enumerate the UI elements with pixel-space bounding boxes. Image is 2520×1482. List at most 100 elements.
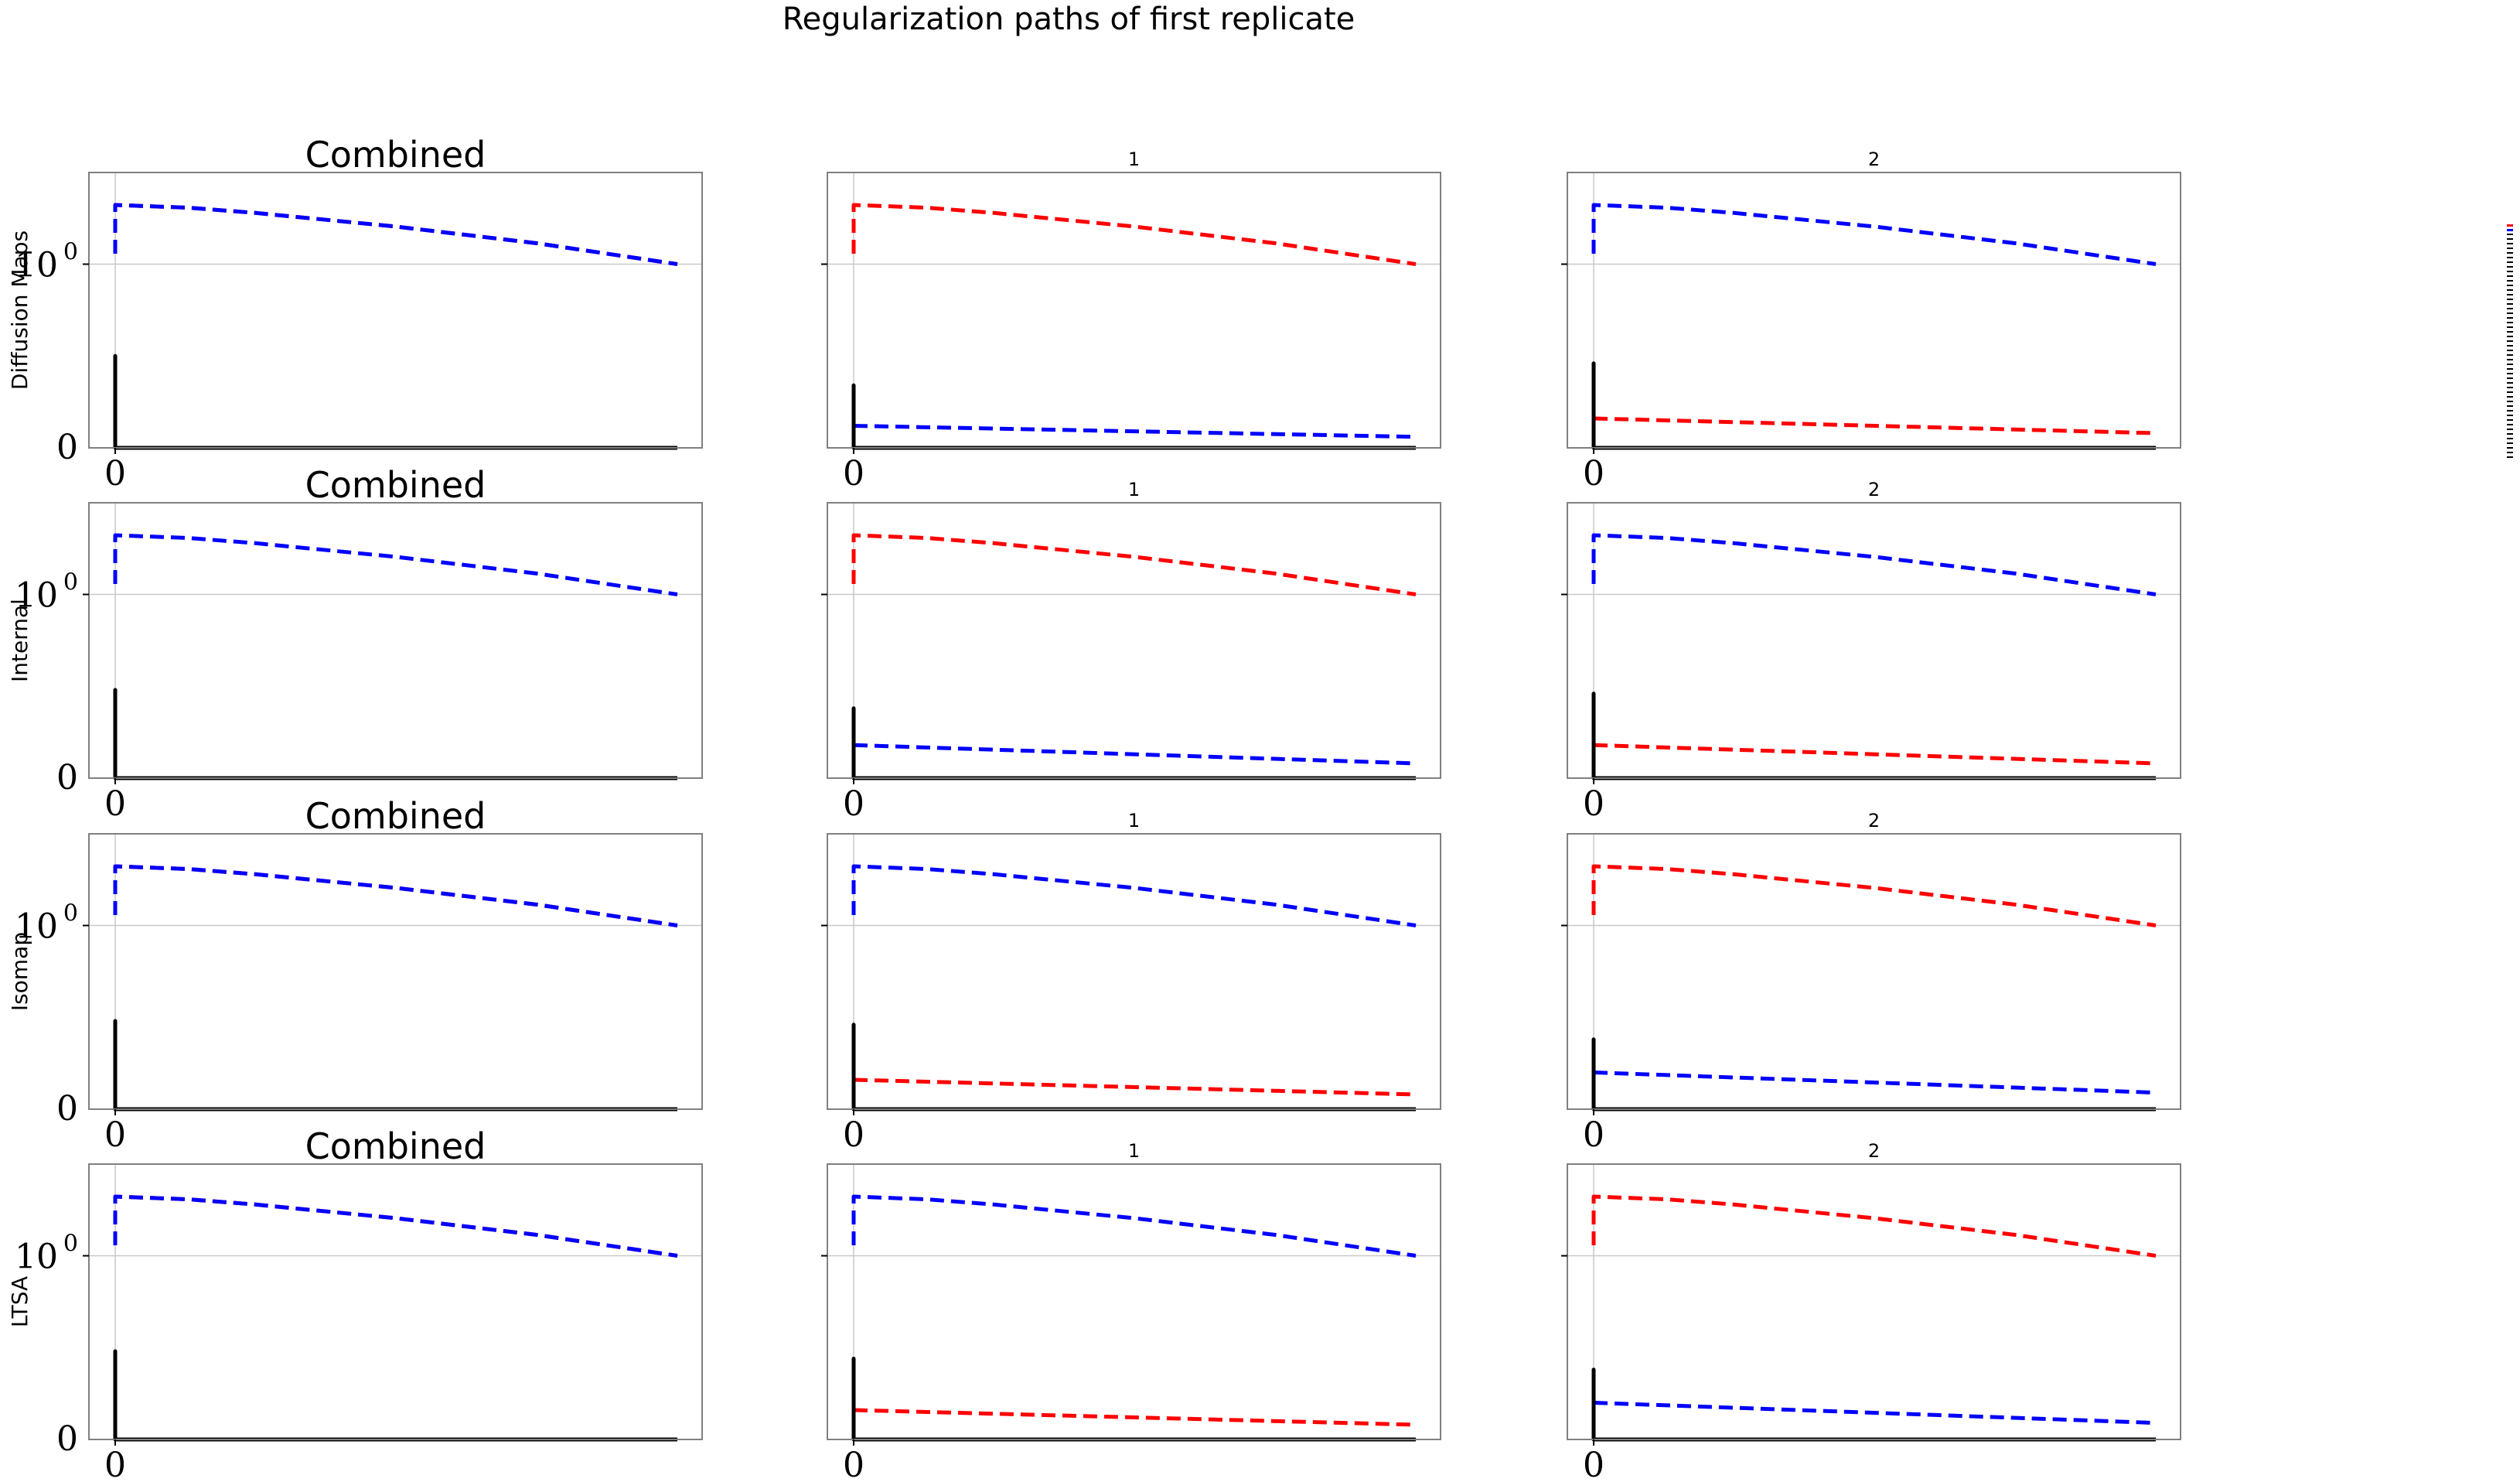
panel-2-1: 01 — [821, 810, 1441, 1155]
panel-0-1: 01 — [821, 149, 1441, 493]
y-tick-label-zero: 0 — [56, 1419, 78, 1459]
x-tick-label: 0 — [104, 1115, 126, 1155]
row-label: LTSA — [7, 1276, 32, 1327]
y-tick-label-one-exponent: 0 — [63, 569, 78, 596]
axes-frame — [827, 172, 1441, 449]
x-tick-label: 0 — [1583, 454, 1604, 493]
legend-swatch-red — [2507, 224, 2513, 227]
row-label: Diffusion Maps — [7, 230, 32, 390]
y-tick-label-one-exponent: 0 — [63, 1231, 78, 1258]
panel-title: Combined — [305, 795, 486, 837]
x-tick-label: 0 — [843, 784, 864, 824]
axes-frame — [88, 833, 703, 1110]
panel-1-2: 02 — [1561, 479, 2181, 824]
series-black-line — [851, 383, 1416, 450]
series-blue-line — [113, 1194, 678, 1258]
x-tick-label: 0 — [104, 784, 126, 824]
series-blue-line — [853, 424, 1417, 439]
y-tick-label-zero: 0 — [56, 428, 78, 467]
series-black-line — [1591, 691, 2156, 780]
x-tick-label: 0 — [104, 454, 126, 493]
x-tick-label: 0 — [104, 1446, 126, 1482]
axes-frame — [1567, 502, 2181, 779]
x-tick-label: 0 — [843, 1446, 864, 1482]
panel-title: Combined — [305, 464, 486, 506]
panel-0-2: 02 — [1561, 149, 2181, 493]
series-black-line — [851, 706, 1416, 780]
series-red-line — [113, 864, 678, 927]
panel-title: 1 — [1128, 1140, 1140, 1162]
axes-frame — [1567, 172, 2181, 449]
series-red-line — [1591, 864, 2157, 927]
y-tick-label-one-exponent: 0 — [63, 239, 78, 266]
panel-title: 2 — [1868, 479, 1880, 500]
series-black-line — [113, 1019, 677, 1112]
series-black-line — [1591, 361, 2156, 450]
y-tick-label-one: 10 — [15, 1238, 58, 1277]
panel-title: 1 — [1128, 479, 1140, 500]
series-red-line — [851, 533, 1417, 596]
x-tick-label: 0 — [843, 1115, 864, 1155]
series-blue-line — [113, 533, 678, 596]
panel-title: Combined — [305, 134, 486, 176]
y-tick-label-one: 10 — [15, 246, 58, 285]
axes-frame — [88, 1163, 703, 1440]
panel-3-1: 01 — [821, 1140, 1441, 1482]
series-black-line — [851, 1023, 1416, 1112]
axes-frame — [1567, 833, 2181, 1110]
series-blue-line — [1593, 1401, 2157, 1426]
x-tick-label: 0 — [1583, 1115, 1604, 1155]
x-tick-label: 0 — [1583, 1446, 1604, 1482]
series-red-line — [853, 1077, 1417, 1097]
series-black-line — [113, 1349, 677, 1442]
series-red-line — [1593, 743, 2157, 766]
series-red-line — [113, 203, 678, 266]
panel-2-2: 02 — [1561, 810, 2181, 1155]
y-tick-label-zero: 0 — [56, 1089, 78, 1129]
panel-1-1: 01 — [821, 479, 1441, 824]
series-blue-line — [1593, 1071, 2157, 1095]
axes-frame — [88, 502, 703, 779]
x-tick-label: 0 — [843, 454, 864, 493]
series-red-line — [1593, 416, 2157, 435]
series-blue-line — [1591, 533, 2157, 596]
legend-strip — [2507, 224, 2513, 460]
series-red-line — [113, 1194, 678, 1258]
panel-title: 1 — [1128, 149, 1140, 170]
series-blue-line — [851, 864, 1417, 927]
series-red-line — [1591, 1194, 2157, 1258]
panel-3-2: 02 — [1561, 1140, 2181, 1482]
panel-title: 1 — [1128, 810, 1140, 831]
y-tick-label-one: 10 — [15, 907, 58, 947]
axes-frame — [88, 172, 703, 449]
series-blue-line — [113, 203, 678, 266]
series-red-line — [853, 1408, 1417, 1427]
panel-title: 2 — [1868, 149, 1880, 170]
axes-frame — [827, 1163, 1441, 1440]
axes-frame — [1567, 1163, 2181, 1440]
x-tick-label: 0 — [1583, 784, 1604, 824]
panel-title: Combined — [305, 1125, 486, 1167]
legend-swatch-blue — [2507, 229, 2513, 231]
series-blue-line — [1591, 203, 2157, 266]
series-blue-line — [113, 864, 678, 927]
y-tick-label-zero: 0 — [56, 758, 78, 797]
panel-title: 2 — [1868, 1140, 1880, 1162]
series-black-line — [851, 1357, 1416, 1442]
row-label: Internal — [7, 599, 32, 682]
series-black-line — [113, 353, 677, 450]
series-blue-line — [851, 1194, 1417, 1258]
y-tick-label-one-exponent: 0 — [63, 900, 78, 927]
panel-title: 2 — [1868, 810, 1880, 831]
row-label: Isomap — [7, 932, 32, 1011]
series-red-line — [851, 203, 1417, 266]
figure-title: Regularization paths of first replicate — [783, 2, 1355, 37]
series-blue-line — [853, 743, 1417, 766]
y-tick-label-one: 10 — [15, 576, 58, 616]
axes-frame — [827, 502, 1441, 779]
